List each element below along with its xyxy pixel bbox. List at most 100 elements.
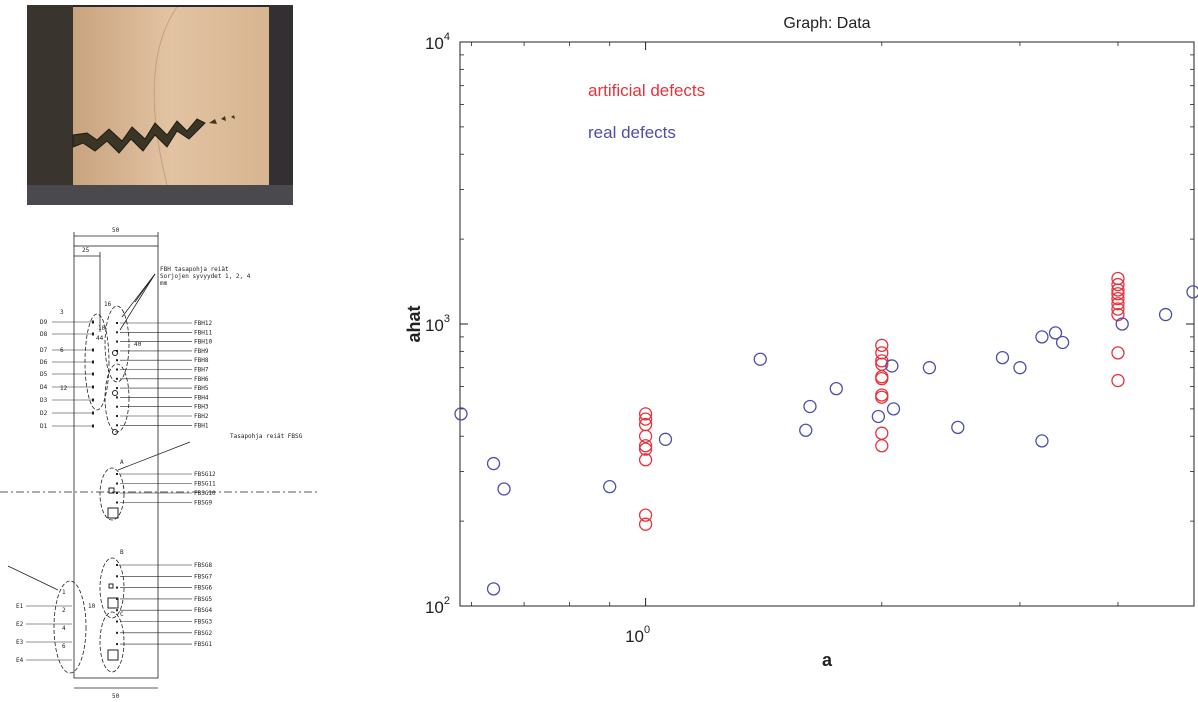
data-point [638,508,653,522]
label-d5: D5 [40,371,48,378]
data-point [1035,434,1049,448]
legend-entry: real defects [588,123,676,142]
data-point [1111,346,1125,360]
label-fbsg12: FBSG12 [194,471,216,478]
label-fbsg11: FBSG11 [194,481,216,488]
data-point [1048,326,1063,340]
label-e2: E2 [16,621,24,628]
legend-entry: artificial defects [588,81,705,100]
note-fbh-line3: mm [160,280,168,287]
specimen-drawing: D9 D8 D7 D6 D5 D4 D3 D2 D1 3 6 1 2 FBH12 FBH11 FBH10 FBH… [0,227,320,700]
specimen-photo [27,5,293,205]
label-d4: D4 [40,384,48,391]
data-point [829,381,843,396]
data-point [875,338,889,353]
label-fbh2: FBH2 [194,413,209,420]
data-point [1158,307,1173,322]
data-point [803,399,817,414]
label-d7: D7 [40,347,48,354]
label-d6: D6 [40,359,48,366]
data-point [875,372,889,386]
data-point [886,402,901,416]
label-fbh12: FBH12 [194,320,212,327]
data-point [1111,297,1125,311]
data-point [1111,277,1125,292]
label-fbsg6: FBSG6 [194,585,212,592]
data-point [951,420,965,435]
label-d9: D9 [40,319,48,326]
chart-title: Graph: Data [783,15,870,32]
data-point [799,423,813,437]
small-dim: 16 [104,301,112,308]
data-point [1111,302,1125,316]
data-point [638,453,653,467]
small-dim: 40 [134,341,142,348]
number-top-6: 6 [60,347,64,354]
label-fbsg7: FBSG7 [194,573,212,580]
small-dim: 10 [98,325,106,332]
data-point [875,439,889,453]
label-fbsg8: FBSG8 [194,562,212,569]
label-fbh8: FBH8 [194,357,209,364]
label-fbsg1: FBSG1 [194,641,212,648]
data-point [638,412,653,426]
label-fbh6: FBH6 [194,376,209,383]
note-fbh-line2: Sorjojen syvyydet 1, 2, 4 [160,273,251,280]
data-point [454,407,468,421]
data-point [1111,287,1125,301]
number-bottom-6: 6 [62,643,66,650]
data-point [497,482,511,496]
scatter-chart: Graph: Data 102 103 104 100 a ahat artifici… [404,15,1198,670]
label-d2: D2 [40,410,48,417]
note-fbh-line1: FBH tasapohja reiät [160,266,229,273]
data-point [871,409,886,424]
data-point [603,479,617,494]
data-point [638,407,653,421]
number-bottom-1: 1 [62,589,66,596]
data-point [638,442,653,456]
small-dim: 44 [96,335,104,342]
number-top-3: 3 [60,309,64,316]
plot-frame [459,41,1195,607]
group-letter-b: B [120,549,124,556]
crack-shape [72,118,206,154]
data-point [638,439,653,453]
y-tick-label: 104 [425,31,450,53]
data-point [1186,285,1198,299]
label-d8: D8 [40,331,48,338]
label-d3: D3 [40,397,48,404]
label-fbsg9: FBSG9 [194,500,212,507]
data-point [486,582,501,596]
data-point [1013,361,1027,375]
data-point [1055,335,1070,350]
label-e1: E1 [16,603,24,610]
label-fbh11: FBH11 [194,329,212,336]
data-point [486,456,501,471]
data-point [875,390,889,404]
data-point [1111,373,1125,388]
group-letter-c: C [120,611,124,618]
label-fbh1: FBH1 [194,422,209,429]
dim-top-width: 50 [112,227,120,234]
data-point [1111,283,1125,297]
label-fbsg10: FBSG10 [194,490,216,497]
number-bottom-2: 2 [62,607,66,614]
label-fbsg4: FBSG4 [194,607,212,614]
data-point [875,426,889,440]
label-fbh10: FBH10 [194,339,212,346]
y-axis-label: ahat [404,305,424,342]
data-point [1035,330,1049,344]
label-fbh7: FBH7 [194,367,209,374]
label-fbh9: FBH9 [194,348,209,355]
label-d1: D1 [40,423,48,430]
label-fbh3: FBH3 [194,404,209,411]
data-point [638,429,653,443]
note-fbsg: Tasapohja reiät FBSG [230,433,303,440]
data-point [753,352,767,366]
label-fbsg5: FBSG5 [194,596,212,603]
dim-bottom-width: 50 [112,693,120,700]
data-point [885,359,899,373]
data-point [995,350,1010,365]
dim-top-half: 25 [82,247,90,254]
x-tick-label: 100 [625,624,650,646]
